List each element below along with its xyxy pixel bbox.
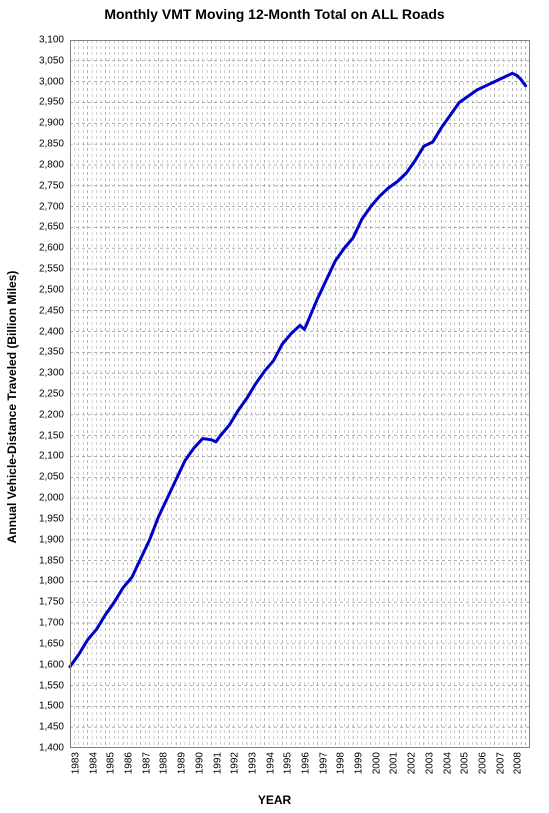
y-tick: 1,450 — [39, 722, 70, 733]
x-tick: 1992 — [228, 752, 241, 774]
plot-border — [70, 40, 530, 748]
x-tick: 1986 — [122, 752, 135, 774]
x-tick: 2000 — [369, 752, 382, 774]
x-tick: 1990 — [192, 752, 205, 774]
x-tick: 1991 — [210, 752, 223, 774]
y-tick: 3,050 — [39, 55, 70, 66]
y-tick: 2,350 — [39, 347, 70, 358]
y-tick: 2,150 — [39, 430, 70, 441]
y-tick: 1,650 — [39, 638, 70, 649]
x-tick: 1994 — [263, 752, 276, 774]
chart-container: Monthly VMT Moving 12-Month Total on ALL… — [0, 0, 549, 813]
y-tick: 1,400 — [39, 743, 70, 754]
x-axis-label: YEAR — [0, 793, 549, 807]
y-tick: 2,500 — [39, 284, 70, 295]
y-tick: 2,950 — [39, 97, 70, 108]
y-tick: 1,900 — [39, 534, 70, 545]
y-tick: 3,000 — [39, 76, 70, 87]
y-tick: 2,450 — [39, 305, 70, 316]
x-tick: 1996 — [299, 752, 312, 774]
y-tick: 1,800 — [39, 576, 70, 587]
x-tick: 2007 — [493, 752, 506, 774]
x-tick: 2004 — [440, 752, 453, 774]
y-tick: 2,700 — [39, 201, 70, 212]
x-tick: 2001 — [387, 752, 400, 774]
y-tick: 1,550 — [39, 680, 70, 691]
x-tick: 1987 — [139, 752, 152, 774]
x-tick: 2008 — [511, 752, 524, 774]
y-tick: 2,000 — [39, 493, 70, 504]
y-tick: 2,250 — [39, 389, 70, 400]
x-tick: 2005 — [458, 752, 471, 774]
y-tick: 1,950 — [39, 513, 70, 524]
x-tick: 1985 — [104, 752, 117, 774]
y-tick: 2,550 — [39, 264, 70, 275]
x-tick: 1989 — [175, 752, 188, 774]
y-tick: 2,050 — [39, 472, 70, 483]
y-tick: 1,600 — [39, 659, 70, 670]
y-axis-label: Annual Vehicle-Distance Traveled (Billio… — [5, 270, 19, 543]
y-tick: 1,750 — [39, 597, 70, 608]
x-tick: 1984 — [86, 752, 99, 774]
y-tick: 2,400 — [39, 326, 70, 337]
x-tick: 1999 — [352, 752, 365, 774]
y-tick: 2,850 — [39, 139, 70, 150]
x-tick: 2006 — [475, 752, 488, 774]
y-tick: 3,100 — [39, 35, 70, 46]
y-tick: 2,800 — [39, 159, 70, 170]
y-tick: 1,500 — [39, 701, 70, 712]
x-tick: 2003 — [422, 752, 435, 774]
y-tick: 2,650 — [39, 222, 70, 233]
plot-area: 1,4001,4501,5001,5501,6001,6501,7001,750… — [70, 40, 530, 748]
x-tick: 1983 — [69, 752, 82, 774]
x-tick: 1988 — [157, 752, 170, 774]
y-tick: 2,600 — [39, 243, 70, 254]
x-tick: 1997 — [316, 752, 329, 774]
chart-title: Monthly VMT Moving 12-Month Total on ALL… — [0, 6, 549, 22]
x-tick: 1998 — [334, 752, 347, 774]
x-tick: 1993 — [245, 752, 258, 774]
y-tick: 2,900 — [39, 118, 70, 129]
y-tick: 1,700 — [39, 618, 70, 629]
y-tick: 2,750 — [39, 180, 70, 191]
x-tick: 1995 — [281, 752, 294, 774]
y-tick: 2,200 — [39, 409, 70, 420]
y-tick: 1,850 — [39, 555, 70, 566]
y-tick: 2,300 — [39, 368, 70, 379]
x-tick: 2002 — [405, 752, 418, 774]
y-tick: 2,100 — [39, 451, 70, 462]
